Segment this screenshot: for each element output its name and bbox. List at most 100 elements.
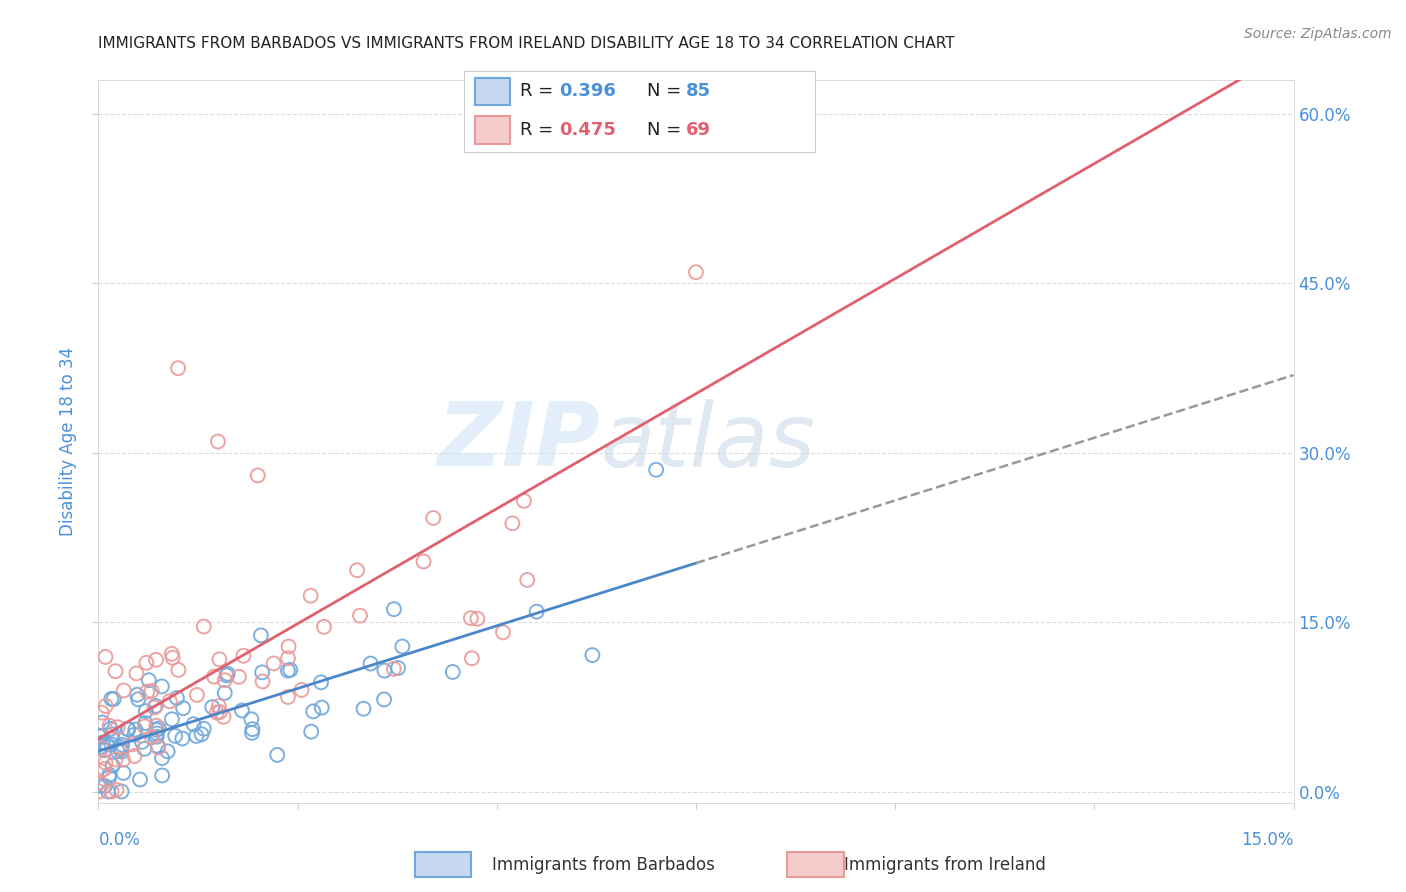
Point bbox=[193, 722, 215, 736]
Point bbox=[232, 648, 254, 663]
Point bbox=[156, 744, 179, 758]
Point bbox=[124, 749, 146, 764]
Point bbox=[412, 554, 434, 568]
Point bbox=[129, 772, 152, 787]
Point bbox=[160, 712, 183, 726]
Point bbox=[135, 704, 157, 718]
Point bbox=[645, 463, 668, 477]
Point bbox=[145, 653, 167, 667]
Point bbox=[360, 657, 382, 671]
Point bbox=[382, 602, 405, 616]
Point bbox=[349, 608, 371, 623]
Point bbox=[121, 737, 143, 751]
Point bbox=[207, 434, 229, 449]
Point bbox=[299, 589, 322, 603]
Point bbox=[136, 685, 159, 699]
Point bbox=[460, 611, 482, 625]
Text: IMMIGRANTS FROM BARBADOS VS IMMIGRANTS FROM IRELAND DISABILITY AGE 18 TO 34 CORR: IMMIGRANTS FROM BARBADOS VS IMMIGRANTS F… bbox=[98, 36, 955, 51]
Point bbox=[90, 739, 112, 754]
Point bbox=[526, 605, 548, 619]
Point bbox=[125, 666, 148, 681]
Point bbox=[165, 729, 187, 743]
Text: 0.0%: 0.0% bbox=[98, 831, 141, 849]
Point bbox=[240, 726, 263, 740]
Point bbox=[98, 722, 121, 736]
Point bbox=[382, 662, 405, 676]
Bar bbox=[475, 78, 510, 105]
Point bbox=[346, 563, 368, 577]
Point bbox=[277, 664, 299, 678]
Point bbox=[107, 744, 129, 758]
Point bbox=[373, 664, 395, 678]
Point bbox=[93, 743, 115, 757]
Point bbox=[214, 673, 236, 688]
Point bbox=[101, 727, 124, 741]
Text: Source: ZipAtlas.com: Source: ZipAtlas.com bbox=[1244, 27, 1392, 41]
Point bbox=[461, 651, 484, 665]
Point bbox=[134, 741, 156, 756]
Point bbox=[214, 686, 236, 700]
Point bbox=[87, 776, 110, 790]
Point bbox=[266, 747, 288, 762]
Text: N =: N = bbox=[647, 82, 686, 101]
Point bbox=[145, 730, 167, 744]
Point bbox=[134, 716, 156, 731]
Point bbox=[228, 670, 250, 684]
Point bbox=[138, 673, 160, 688]
Point bbox=[166, 691, 188, 706]
Point bbox=[167, 663, 190, 677]
Point bbox=[299, 724, 322, 739]
Point bbox=[242, 722, 264, 736]
Bar bbox=[475, 116, 510, 144]
Point bbox=[208, 652, 231, 666]
Point bbox=[422, 511, 444, 525]
Point bbox=[110, 784, 132, 798]
Point bbox=[110, 739, 132, 754]
Text: R =: R = bbox=[520, 121, 560, 139]
Point bbox=[100, 784, 122, 798]
Point bbox=[150, 768, 173, 782]
Point bbox=[135, 656, 157, 670]
Point bbox=[150, 751, 173, 765]
Point bbox=[127, 688, 149, 702]
Point bbox=[90, 779, 112, 793]
Point bbox=[117, 723, 139, 737]
Point bbox=[628, 124, 651, 138]
Point bbox=[98, 719, 121, 733]
Point bbox=[186, 688, 208, 702]
Point bbox=[94, 756, 117, 770]
Point bbox=[96, 737, 118, 751]
Point bbox=[94, 649, 117, 664]
Point bbox=[387, 661, 409, 675]
Point bbox=[146, 739, 169, 753]
Text: 69: 69 bbox=[686, 121, 710, 139]
Point bbox=[91, 735, 114, 749]
Text: ZIP: ZIP bbox=[437, 398, 600, 485]
Point bbox=[201, 700, 224, 714]
Point bbox=[160, 647, 183, 661]
Point bbox=[98, 768, 121, 782]
Point bbox=[311, 700, 333, 714]
Point bbox=[134, 719, 156, 733]
Point bbox=[172, 701, 194, 715]
Point bbox=[208, 699, 231, 714]
Point bbox=[190, 727, 212, 741]
Point bbox=[263, 657, 285, 671]
Point bbox=[205, 706, 228, 720]
Point bbox=[391, 640, 413, 654]
Point bbox=[110, 742, 132, 756]
Point bbox=[581, 648, 603, 662]
Point bbox=[127, 692, 149, 706]
Point bbox=[94, 698, 117, 713]
Point bbox=[246, 468, 269, 483]
Point bbox=[183, 717, 205, 731]
Point bbox=[215, 668, 238, 682]
Point bbox=[87, 784, 110, 798]
Point bbox=[290, 683, 312, 698]
Point bbox=[172, 731, 194, 746]
Point bbox=[685, 265, 707, 279]
Text: Immigrants from Ireland: Immigrants from Ireland bbox=[844, 856, 1046, 874]
Point bbox=[105, 782, 128, 797]
Point bbox=[104, 752, 127, 766]
Point bbox=[212, 710, 235, 724]
